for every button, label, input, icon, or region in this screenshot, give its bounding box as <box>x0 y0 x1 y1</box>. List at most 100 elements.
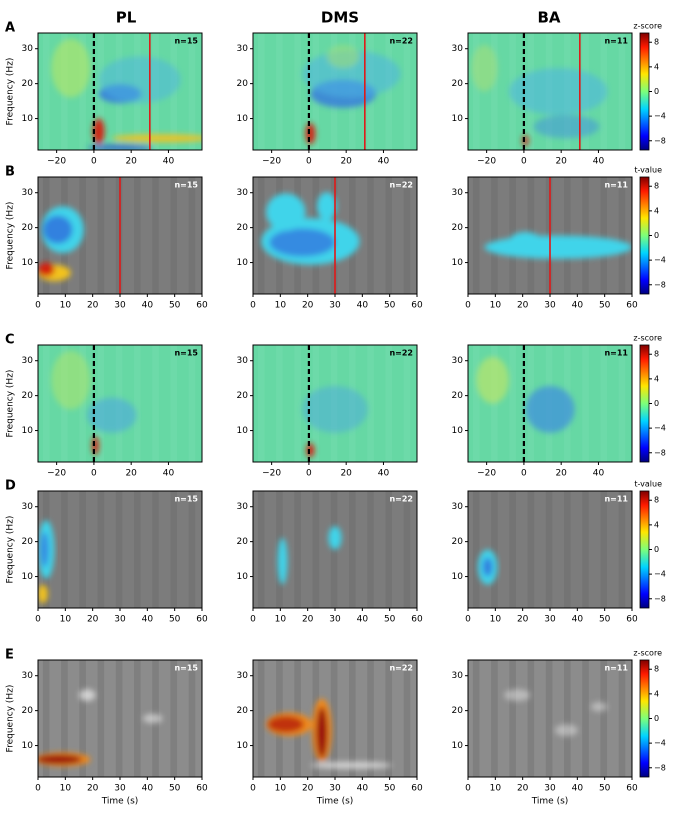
axes-frame <box>467 344 633 463</box>
heatmap-region <box>533 114 600 139</box>
texture <box>472 33 480 150</box>
blobs <box>476 356 575 433</box>
x-tick-label: 0 <box>465 615 471 625</box>
texture <box>79 491 86 608</box>
panel-letter: B <box>5 165 15 180</box>
colorbar-tick-label: 0 <box>654 399 659 408</box>
y-tick-label: 10 <box>22 426 34 436</box>
texture <box>79 660 86 777</box>
blobs <box>484 231 632 259</box>
texture <box>115 660 123 777</box>
texture <box>527 660 535 777</box>
panel: n=15 0 10 20 30 40 50 60 10 20 30 Frequency (Hz) Tim… <box>6 659 208 807</box>
colorbar-tick-label: 0 <box>654 714 659 723</box>
x-tick-label: 40 <box>142 784 154 794</box>
colorbar-tick-label: −8 <box>654 280 666 289</box>
heatmap <box>468 33 632 150</box>
colorbar-tick-label: −8 <box>654 763 666 772</box>
heatmap-region <box>38 262 55 277</box>
column-title: DMS <box>321 9 359 27</box>
texture <box>618 345 626 462</box>
x-tick-label: 60 <box>196 784 208 794</box>
y-tick-label: 10 <box>237 114 249 124</box>
x-tick-label: 10 <box>60 615 72 625</box>
x-tick-label: 50 <box>599 301 611 311</box>
panel: n=15 −20 0 20 40 10 20 30 Frequency (Hz) <box>6 344 203 479</box>
x-tick-label: 50 <box>169 784 181 794</box>
texture <box>491 345 498 462</box>
texture <box>349 660 356 777</box>
y-tick-label: 20 <box>452 537 464 547</box>
texture <box>79 345 86 462</box>
y-tick-label: 20 <box>22 706 34 716</box>
heatmap-region <box>266 193 306 231</box>
texture <box>276 33 283 150</box>
y-axis-label: Frequency (Hz) <box>6 202 16 270</box>
texture <box>545 660 553 777</box>
panel: n=22 0 10 20 30 40 50 60 10 20 30 <box>237 490 423 625</box>
colorbar-tick-label: 4 <box>654 689 659 698</box>
texture <box>115 491 123 608</box>
y-tick-label: 10 <box>237 572 249 582</box>
texture <box>170 491 178 608</box>
y-tick-label: 30 <box>237 671 249 681</box>
heatmap-background <box>38 491 202 608</box>
heatmap-region <box>316 706 328 759</box>
texture <box>491 33 498 150</box>
heatmap-region <box>504 689 531 701</box>
y-tick-label: 10 <box>452 426 464 436</box>
texture <box>170 345 178 462</box>
x-tick-label: 0 <box>35 301 41 311</box>
y-tick-label: 30 <box>22 44 34 54</box>
colorbar-label: z-score <box>633 22 662 31</box>
x-tick-label: 60 <box>196 615 208 625</box>
texture <box>42 33 50 150</box>
x-tick-label: 0 <box>91 469 97 479</box>
texture <box>618 491 626 608</box>
x-tick-label: 30 <box>544 615 556 625</box>
y-tick-label: 30 <box>22 502 34 512</box>
texture <box>403 491 411 608</box>
heatmap <box>38 345 202 462</box>
texture <box>403 660 411 777</box>
panel: n=22 0 10 20 30 40 50 60 10 20 30 Time (s) <box>237 659 423 807</box>
y-tick-label: 10 <box>22 258 34 268</box>
texture <box>367 177 374 294</box>
n-label: n=22 <box>389 181 413 190</box>
heatmap <box>253 345 417 462</box>
x-tick-label: 0 <box>465 784 471 794</box>
x-tick-label: 40 <box>378 469 390 479</box>
x-tick-label: 20 <box>555 469 567 479</box>
texture <box>403 33 411 150</box>
blobs <box>266 698 393 769</box>
x-tick-label: 50 <box>599 615 611 625</box>
texture <box>385 491 393 608</box>
colorbar-tick-label: 4 <box>654 520 659 529</box>
texture <box>472 345 480 462</box>
heatmap-background <box>468 491 632 608</box>
x-tick-label: 0 <box>250 615 256 625</box>
heatmap-region <box>51 350 91 410</box>
y-tick-label: 20 <box>22 79 34 89</box>
texture <box>403 177 411 294</box>
x-tick-label: 60 <box>411 784 423 794</box>
texture <box>367 660 374 777</box>
heatmap-region <box>554 724 578 737</box>
x-tick-label: 30 <box>544 784 556 794</box>
blobs <box>38 520 55 604</box>
y-tick-label: 20 <box>452 223 464 233</box>
y-tick-label: 30 <box>237 188 249 198</box>
heatmap-region <box>51 38 91 98</box>
colorbar: t-value −8 −4 0 4 8 <box>634 166 666 295</box>
x-tick-label: 20 <box>340 157 352 167</box>
x-tick-label: 0 <box>35 784 41 794</box>
x-tick-label: 20 <box>517 784 529 794</box>
x-tick-label: 30 <box>329 784 341 794</box>
panel-letter: C <box>5 333 15 348</box>
colorbar-label: t-value <box>634 166 662 175</box>
heatmap <box>468 660 632 777</box>
texture <box>600 660 608 777</box>
texture <box>134 177 141 294</box>
colorbar-tick-label: 4 <box>654 374 659 383</box>
x-tick-label: 60 <box>411 301 423 311</box>
